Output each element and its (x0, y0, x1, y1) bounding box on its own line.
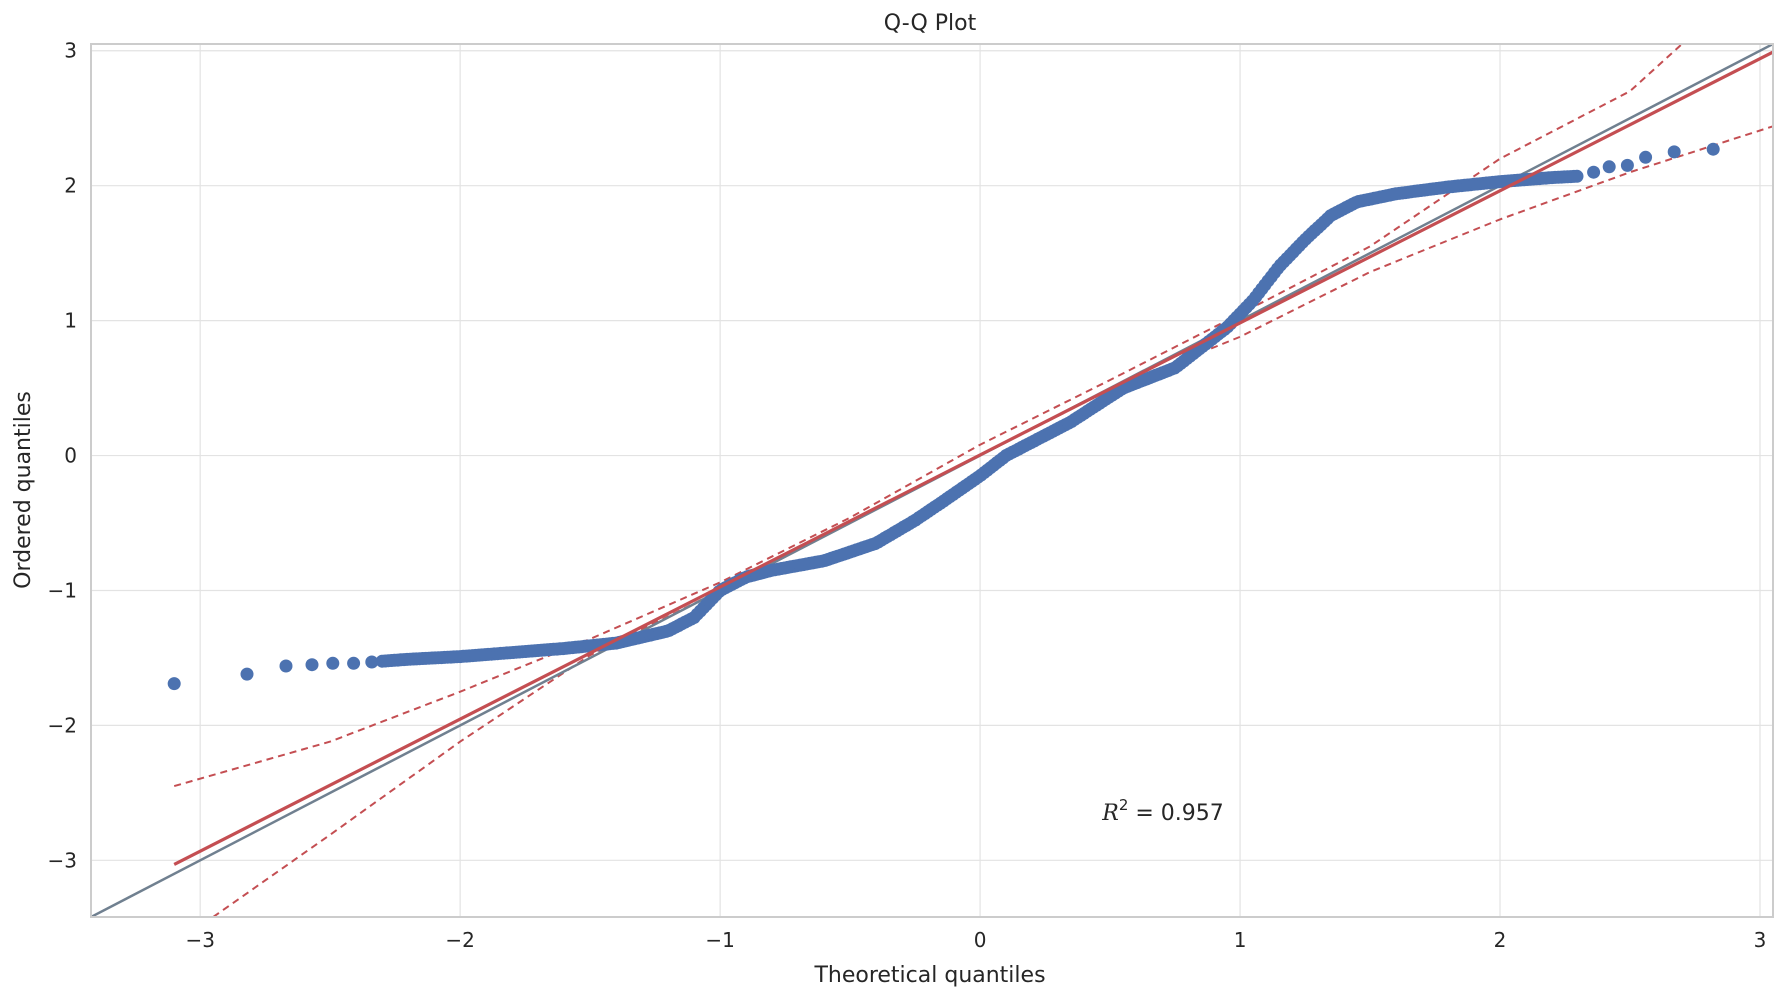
data-point (1706, 142, 1720, 156)
data-point (1620, 158, 1634, 172)
y-tick-label: −3 (48, 848, 77, 872)
x-tick-label: 0 (974, 928, 987, 952)
data-point (1667, 145, 1681, 159)
plot-frame (90, 43, 1774, 918)
data-point (1570, 169, 1584, 183)
y-tick-labels: −3 −2 −1 0 1 2 3 (48, 39, 77, 873)
data-point (365, 655, 379, 669)
x-tick-label: 2 (1494, 928, 1507, 952)
x-axis-label: Theoretical quantiles (813, 963, 1045, 988)
y-axis-label: Ordered quantiles (11, 391, 36, 589)
chart-title: Q-Q Plot (884, 11, 977, 36)
data-point (167, 677, 181, 691)
r-symbol: R (1101, 801, 1119, 826)
data-point (1587, 165, 1601, 179)
data-point (326, 656, 340, 670)
y-tick-label: 0 (64, 444, 77, 468)
r-squared-annotation: R2 = 0.957 (1101, 796, 1224, 826)
y-tick-label: −2 (48, 713, 77, 737)
lower-confidence-band (212, 125, 1773, 917)
r-superscript: 2 (1119, 796, 1129, 814)
y-tick-label: 3 (64, 39, 77, 63)
data-point (305, 658, 319, 672)
r-squared-value: = 0.957 (1128, 801, 1223, 826)
fit-line (173, 50, 1773, 866)
x-tick-label: −3 (185, 928, 214, 952)
y-tick-label: 2 (64, 174, 77, 198)
upper-confidence-band (173, 44, 1683, 788)
x-tick-label: −1 (705, 928, 734, 952)
data-point (240, 667, 254, 681)
y-tick-label: −1 (48, 578, 77, 602)
data-point (279, 659, 293, 673)
x-tick-label: 3 (1754, 928, 1767, 952)
sample-points (167, 142, 1720, 691)
x-tick-labels: −3 −2 −1 0 1 2 3 (185, 928, 1766, 952)
x-tick-label: 1 (1234, 928, 1247, 952)
x-tick-label: −2 (445, 928, 474, 952)
data-point (347, 656, 361, 670)
fit-line-group (173, 50, 1773, 866)
confidence-bands (173, 44, 1773, 917)
y-tick-label: 1 (64, 309, 77, 333)
data-point (1602, 160, 1616, 174)
data-point (1639, 150, 1653, 164)
